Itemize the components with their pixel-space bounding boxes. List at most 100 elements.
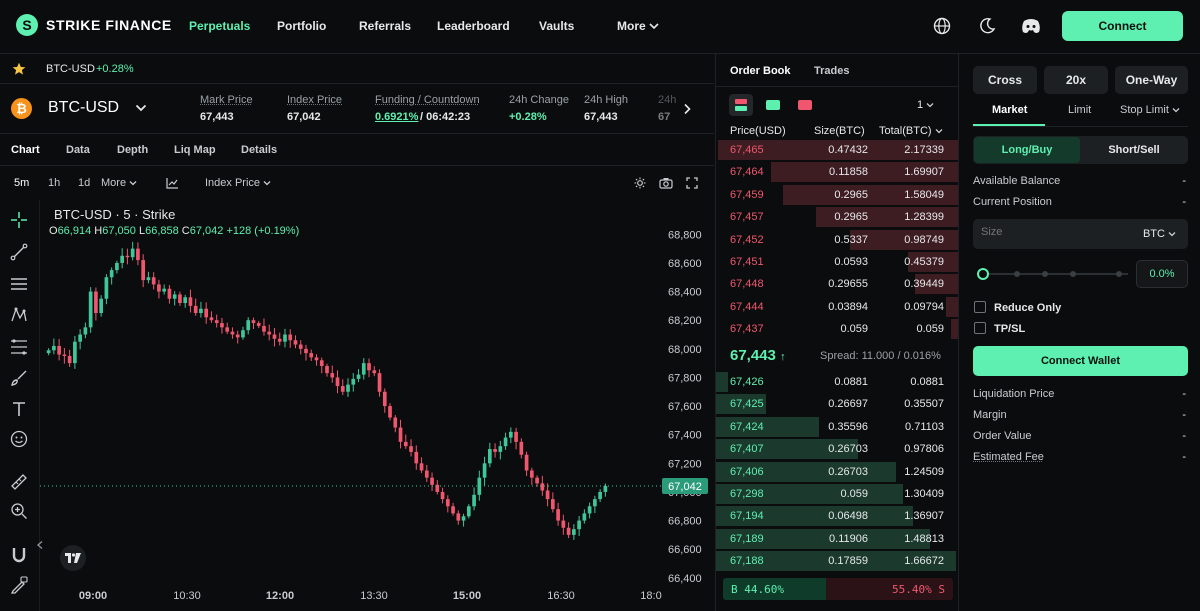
order-type-stop-limit[interactable]: Stop Limit xyxy=(1120,104,1180,116)
bid-row[interactable]: 67,298 0.059 1.30409 xyxy=(716,483,958,505)
margin-mode-button[interactable]: Cross xyxy=(973,66,1037,94)
interval-1h[interactable]: 1h xyxy=(48,177,61,189)
size-input[interactable] xyxy=(981,226,1101,238)
ask-row[interactable]: 67,457 0.2965 1.28399 xyxy=(716,206,958,228)
size-slider-handle[interactable] xyxy=(977,268,989,280)
view-bids-icon[interactable] xyxy=(766,100,780,110)
reduce-only-checkbox[interactable] xyxy=(974,301,986,313)
chevron-right-icon[interactable] xyxy=(682,103,692,115)
candle xyxy=(141,260,146,281)
magnet-icon[interactable] xyxy=(8,544,30,566)
tab-trades[interactable]: Trades xyxy=(814,65,850,77)
globe-icon[interactable] xyxy=(931,15,953,37)
camera-icon[interactable] xyxy=(659,177,673,189)
chevron-left-icon[interactable] xyxy=(36,540,44,550)
candle xyxy=(277,338,282,342)
discord-icon[interactable] xyxy=(1020,15,1042,37)
x-tick-label: 18:0 xyxy=(640,590,661,602)
ask-row[interactable]: 67,464 0.11858 1.69907 xyxy=(716,161,958,183)
chevron-down-icon[interactable] xyxy=(135,103,147,113)
ask-row[interactable]: 67,451 0.0593 0.45379 xyxy=(716,251,958,273)
candle xyxy=(83,327,88,335)
row-total: 0.39449 xyxy=(904,278,944,291)
tab-depth[interactable]: Depth xyxy=(117,144,149,156)
pattern-icon[interactable] xyxy=(8,304,30,326)
interval-1d[interactable]: 1d xyxy=(78,177,91,189)
size-slider-track[interactable] xyxy=(978,273,1128,275)
indicators-icon[interactable] xyxy=(166,177,179,189)
ask-row[interactable]: 67,465 0.47432 2.17339 xyxy=(716,139,958,161)
bid-row[interactable]: 67,425 0.26697 0.35507 xyxy=(716,393,958,415)
lock-draw-icon[interactable] xyxy=(8,574,30,596)
horizontal-lines-icon[interactable] xyxy=(8,273,30,295)
ask-row[interactable]: 67,452 0.5337 0.98749 xyxy=(716,229,958,251)
nav-leaderboard[interactable]: Leaderboard xyxy=(437,19,510,33)
zoom-in-icon[interactable] xyxy=(8,500,30,522)
bid-row[interactable]: 67,189 0.11906 1.48813 xyxy=(716,528,958,550)
text-icon[interactable] xyxy=(8,398,30,420)
brand-logo[interactable]: S STRIKE FINANCE xyxy=(16,14,172,36)
interval-5m[interactable]: 5m xyxy=(14,177,30,189)
bid-row[interactable]: 67,188 0.17859 1.66672 xyxy=(716,550,958,572)
star-icon[interactable] xyxy=(12,62,26,76)
ohlc-change: +128 (+0.19%) xyxy=(226,225,300,237)
tab-data[interactable]: Data xyxy=(66,144,90,156)
ask-row[interactable]: 67,437 0.059 0.059 xyxy=(716,318,958,340)
fullscreen-icon[interactable] xyxy=(686,177,698,189)
chart-tabs: Chart Data Depth Liq Map Details xyxy=(0,134,714,166)
tab-chart[interactable]: Chart xyxy=(11,144,40,156)
funding-label: Funding / Countdown xyxy=(375,94,480,106)
chart-toolbar: 5m 1h 1d More Index Price xyxy=(0,166,714,200)
depth-bar xyxy=(914,274,958,295)
tab-liq-map[interactable]: Liq Map xyxy=(174,144,216,156)
size-unit-select[interactable]: BTC xyxy=(1143,228,1176,240)
chart-canvas[interactable]: 68,800 68,600 68,400 68,200 68,000 67,800 67,6… xyxy=(40,200,714,611)
bid-row[interactable]: 67,407 0.26703 0.97806 xyxy=(716,438,958,460)
moon-icon[interactable] xyxy=(976,15,998,37)
order-type-market[interactable]: Market xyxy=(992,104,1028,116)
market-symbol[interactable]: BTC-USD xyxy=(48,99,120,116)
brush-icon[interactable] xyxy=(8,367,30,389)
bid-row[interactable]: 67,426 0.0881 0.0881 xyxy=(716,371,958,393)
trend-line-icon[interactable] xyxy=(8,241,30,263)
bid-row[interactable]: 67,406 0.26703 1.24509 xyxy=(716,461,958,483)
tpsl-checkbox[interactable] xyxy=(974,322,986,334)
slider-percent-input[interactable]: 0.0% xyxy=(1136,260,1188,288)
price-chart[interactable]: BTC-USD · 5 · Strike O66,914 H67,050 L66… xyxy=(36,200,714,611)
crosshair-icon[interactable] xyxy=(8,209,30,231)
price-type-select[interactable]: Index Price xyxy=(205,177,271,189)
nav-vaults[interactable]: Vaults xyxy=(539,19,575,33)
row-size: 0.03894 xyxy=(828,300,868,313)
nav-perpetuals[interactable]: Perpetuals xyxy=(189,19,251,33)
view-both-icon[interactable] xyxy=(729,94,753,116)
nav-more[interactable]: More xyxy=(617,19,659,33)
emoji-icon[interactable] xyxy=(8,428,30,450)
nav-portfolio[interactable]: Portfolio xyxy=(277,19,327,33)
available-balance-label: Available Balance xyxy=(973,175,1061,187)
short-sell-button[interactable]: Short/Sell xyxy=(1108,144,1160,156)
connect-wallet-button[interactable]: Connect Wallet xyxy=(973,346,1188,376)
bid-row[interactable]: 67,424 0.35596 0.71103 xyxy=(716,416,958,438)
size-field[interactable]: BTC xyxy=(973,219,1188,249)
interval-more[interactable]: More xyxy=(101,177,137,189)
tradingview-logo-icon[interactable] xyxy=(60,545,86,571)
ticker-symbol[interactable]: BTC-USD xyxy=(46,63,95,75)
position-mode-button[interactable]: One-Way xyxy=(1115,66,1188,94)
leverage-button[interactable]: 20x xyxy=(1044,66,1108,94)
view-asks-icon[interactable] xyxy=(798,100,812,110)
precision-select[interactable]: 1 xyxy=(917,99,934,111)
bid-row[interactable]: 67,194 0.06498 1.36907 xyxy=(716,505,958,527)
candle xyxy=(304,348,308,354)
ask-row[interactable]: 67,448 0.29655 0.39449 xyxy=(716,273,958,295)
ruler-icon[interactable] xyxy=(8,471,30,493)
long-buy-button[interactable]: Long/Buy xyxy=(974,137,1080,163)
tab-order-book[interactable]: Order Book xyxy=(730,65,791,77)
ask-row[interactable]: 67,444 0.03894 0.09794 xyxy=(716,296,958,318)
settings-icon[interactable] xyxy=(634,177,646,189)
ask-row[interactable]: 67,459 0.2965 1.58049 xyxy=(716,184,958,206)
tab-details[interactable]: Details xyxy=(241,144,278,156)
order-type-limit[interactable]: Limit xyxy=(1068,104,1092,116)
fib-icon[interactable] xyxy=(8,336,30,358)
nav-referrals[interactable]: Referrals xyxy=(359,19,412,33)
connect-button[interactable]: Connect xyxy=(1062,11,1183,41)
